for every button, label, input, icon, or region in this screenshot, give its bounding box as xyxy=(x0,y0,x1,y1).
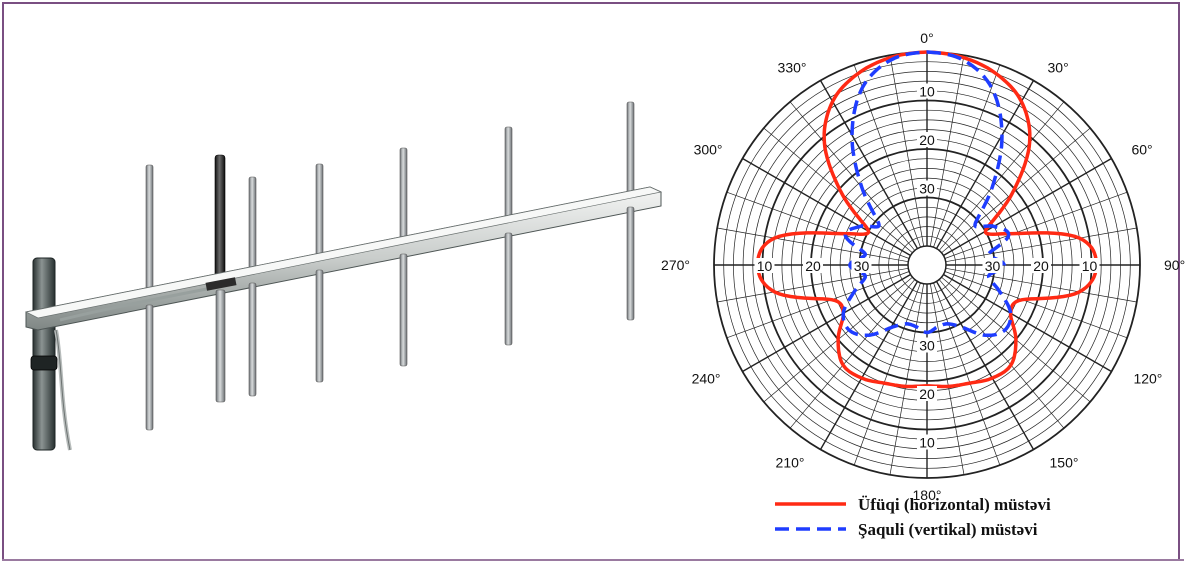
grid-spoke xyxy=(853,64,921,248)
angle-label-300: 300° xyxy=(694,142,723,158)
grid-spoke xyxy=(726,271,910,339)
grid-spoke xyxy=(789,101,916,251)
ring-label-10: 10 xyxy=(919,84,935,100)
angle-label-180: 180° xyxy=(913,487,942,503)
ring-label-bg xyxy=(1031,258,1051,273)
grid-spoke xyxy=(943,273,1112,373)
grid-spoke xyxy=(742,157,911,257)
grid-spoke xyxy=(938,279,1065,429)
grid-spoke xyxy=(763,127,913,254)
grid-spoke xyxy=(819,281,919,450)
grid-spoke xyxy=(943,157,1112,257)
ring-label-20: 20 xyxy=(1033,258,1049,274)
angle-label-270: 270° xyxy=(661,257,690,273)
grid-spoke xyxy=(933,282,1001,466)
ring-label-bg xyxy=(803,258,823,273)
legend-vertical-label: Şaquli (vertikal) müstəvi xyxy=(858,520,1038,539)
ring-label-10: 10 xyxy=(1082,258,1098,274)
angle-label-90: 90° xyxy=(1164,257,1185,273)
ring-label-bg xyxy=(917,434,937,450)
legend-horizontal-label: Üfüqi (horizontal) müstəvi xyxy=(858,495,1051,514)
ring-label-10: 10 xyxy=(757,258,773,274)
ring-label-30: 30 xyxy=(919,181,935,197)
polar-labels: 0° 30° 60° 90° 120° 150° 180° 210° 240° 270° 300° 3… xyxy=(661,30,1185,503)
grid-spoke xyxy=(742,273,911,373)
polar-curves xyxy=(755,50,1099,389)
ring-label-10: 10 xyxy=(919,435,935,451)
grid-spoke xyxy=(717,267,909,303)
grid-spoke xyxy=(944,191,1128,259)
grid-center xyxy=(907,245,947,285)
angle-label-0: 0° xyxy=(920,30,933,46)
antenna-boom xyxy=(24,186,663,331)
antenna-elements-front xyxy=(145,206,635,431)
ring-label-bg xyxy=(851,258,872,273)
ring-label-bg xyxy=(917,83,937,99)
grid-spoke xyxy=(889,283,925,475)
ring-label-bg xyxy=(917,180,937,196)
grid-spoke xyxy=(789,279,916,429)
grid-spoke xyxy=(929,283,965,475)
grid-spoke xyxy=(717,227,909,263)
ring-label-30: 30 xyxy=(985,258,1001,274)
yagi-antenna-icon xyxy=(24,101,663,451)
ring-label-bg xyxy=(917,132,937,147)
angle-label-150: 150° xyxy=(1050,454,1079,470)
angle-label-120: 120° xyxy=(1133,371,1162,387)
grid-spoke xyxy=(935,80,1035,249)
grid-spoke xyxy=(726,191,910,259)
antenna-mast xyxy=(30,257,72,451)
ring-label-20: 20 xyxy=(805,258,821,274)
ring-label-bg xyxy=(917,337,937,353)
ring-label-20: 20 xyxy=(919,386,935,402)
horizontal-pattern-curve xyxy=(755,50,1099,389)
angle-label-330: 330° xyxy=(778,60,807,76)
angle-label-30: 30° xyxy=(1048,60,1069,76)
angle-label-210: 210° xyxy=(776,454,805,470)
frame-bottom-border xyxy=(2,559,1184,561)
ring-label-30: 30 xyxy=(854,258,870,274)
ring-label-bg xyxy=(1079,258,1100,273)
grid-spoke xyxy=(853,282,921,466)
ring-label-bg xyxy=(754,258,775,273)
grid-spoke xyxy=(945,267,1137,303)
vertical-pattern-curve xyxy=(841,50,1013,338)
grid-spoke xyxy=(889,55,925,247)
grid-spoke xyxy=(941,127,1091,254)
ring-label-20: 20 xyxy=(919,132,935,148)
grid-spoke xyxy=(933,64,1001,248)
grid-spoke xyxy=(929,55,965,247)
legend: Üfüqi (horizontal) müstəvi Şaquli (verti… xyxy=(775,495,1051,539)
antenna-elements-back xyxy=(145,101,635,301)
grid-spoke xyxy=(945,227,1137,263)
angle-label-60: 60° xyxy=(1131,142,1152,158)
ring-label-bg xyxy=(917,386,937,401)
ring-label-bg xyxy=(982,258,1003,273)
grid-spoke xyxy=(935,281,1035,450)
grid-spoke xyxy=(819,80,919,249)
angle-label-240: 240° xyxy=(692,371,721,387)
grid-spoke xyxy=(944,271,1128,339)
grid-spoke xyxy=(938,101,1065,251)
ring-label-30: 30 xyxy=(919,338,935,354)
polar-grid xyxy=(713,51,1141,479)
